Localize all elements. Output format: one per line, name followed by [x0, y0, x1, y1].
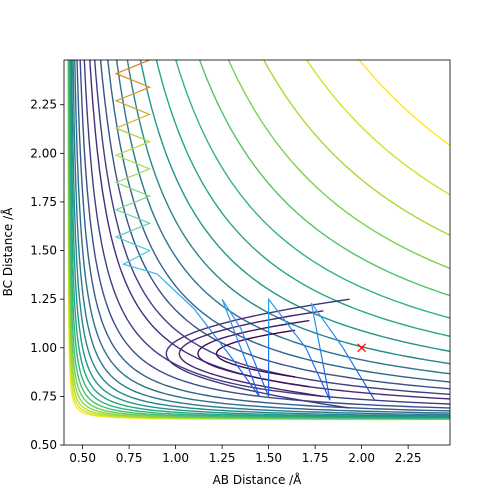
y-tick-label: 0.75	[30, 389, 57, 403]
x-tick-label: 1.50	[255, 451, 282, 465]
trajectory	[114, 60, 376, 401]
y-tick-label: 2.25	[30, 98, 57, 112]
contour-line	[94, 60, 450, 396]
contour-line	[178, 310, 324, 398]
contour-line	[67, 60, 450, 420]
y-tick-label: 1.25	[30, 292, 57, 306]
contour-line	[305, 60, 450, 196]
contour-line	[139, 60, 450, 352]
contour-line	[215, 329, 296, 378]
x-tick-label: 2.00	[348, 451, 375, 465]
contour-line	[69, 60, 450, 418]
y-tick-label: 2.00	[30, 146, 57, 160]
contour-line	[155, 60, 450, 337]
x-tick-label: 2.25	[395, 451, 422, 465]
contour-line	[115, 60, 450, 375]
contour-line	[126, 60, 450, 365]
contour-line	[358, 60, 450, 147]
y-axis-label: BC Distance /Å	[0, 207, 15, 297]
contour-line	[79, 60, 450, 409]
x-axis-label: AB Distance /Å	[213, 472, 303, 487]
y-tick-label: 1.00	[30, 341, 57, 355]
contour-line	[83, 60, 450, 405]
plot-area	[67, 60, 450, 421]
contour-line	[107, 60, 450, 383]
contour-line	[70, 60, 450, 417]
contour-line	[227, 60, 450, 270]
contour-line	[99, 60, 450, 390]
contour-line	[76, 60, 450, 412]
contour-line	[197, 319, 310, 388]
x-tick-label: 1.00	[162, 451, 189, 465]
axes-frame	[63, 59, 451, 446]
y-tick-label: 0.50	[30, 438, 57, 452]
contour-line	[72, 60, 450, 416]
x-tick-label: 1.75	[302, 451, 329, 465]
contour-line	[263, 60, 450, 236]
y-tick-label: 1.75	[30, 195, 57, 209]
contour-line	[198, 60, 450, 297]
x-tick-label: 0.50	[69, 451, 96, 465]
contour-line	[165, 298, 350, 409]
x-tick-label: 0.75	[116, 451, 143, 465]
contour-line	[68, 60, 450, 420]
contour-line	[74, 60, 450, 414]
contour-line	[175, 60, 450, 319]
contour-line	[68, 60, 450, 419]
contour-line	[69, 60, 450, 419]
y-tick-label: 1.50	[30, 244, 57, 258]
x-tick-label: 1.25	[209, 451, 236, 465]
marker	[357, 343, 367, 353]
